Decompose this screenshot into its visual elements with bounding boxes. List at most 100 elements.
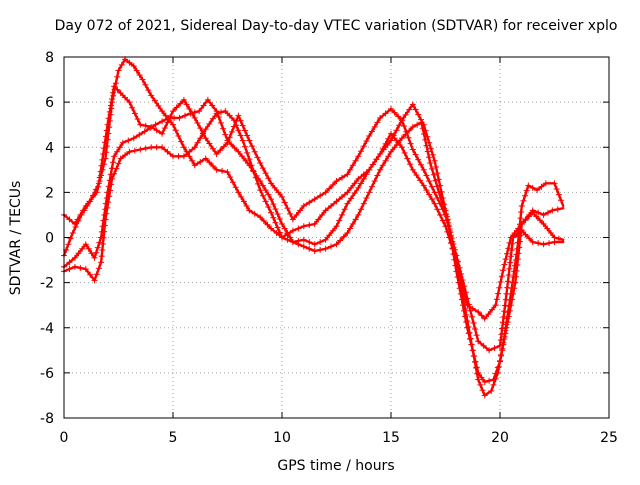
data-point <box>347 225 354 232</box>
data-point <box>447 232 454 239</box>
data-point <box>493 296 500 303</box>
data-point <box>502 302 509 309</box>
data-series-layer <box>61 56 565 399</box>
data-point <box>224 137 231 144</box>
data-point <box>94 244 101 251</box>
data-point <box>248 162 255 169</box>
data-point <box>551 180 558 187</box>
data-point <box>284 236 291 243</box>
data-point <box>315 216 322 223</box>
data-point <box>495 290 502 297</box>
data-point <box>91 254 98 261</box>
data-point <box>396 122 403 129</box>
data-point <box>101 139 108 146</box>
data-point <box>489 306 496 313</box>
data-point <box>268 180 275 187</box>
data-point <box>130 63 137 70</box>
data-point <box>152 121 159 128</box>
data-point <box>349 220 356 227</box>
data-point <box>250 168 257 175</box>
data-point <box>297 207 304 214</box>
data-point <box>276 215 283 222</box>
data-point <box>540 220 547 227</box>
data-point <box>93 271 100 278</box>
data-point <box>349 162 356 169</box>
data-point <box>272 219 279 226</box>
data-point <box>237 117 244 124</box>
data-point <box>373 156 380 163</box>
data-point <box>355 184 362 191</box>
data-point <box>544 209 551 216</box>
data-point <box>425 154 432 161</box>
data-point <box>71 254 78 261</box>
data-point <box>275 189 282 196</box>
data-point <box>498 273 505 280</box>
data-point <box>106 108 113 115</box>
data-point <box>465 301 472 308</box>
data-point <box>333 241 340 248</box>
data-point <box>420 121 427 128</box>
data-point <box>474 370 481 377</box>
data-point <box>206 140 213 147</box>
data-point <box>72 223 79 230</box>
data-point <box>197 125 204 132</box>
data-point <box>262 170 269 177</box>
data-point <box>344 229 351 236</box>
axes: 0 5 10 15 20 25 -8 -6 -4 -2 0 2 4 6 8 <box>40 50 618 446</box>
data-point <box>249 143 256 150</box>
data-point <box>254 154 261 161</box>
data-point <box>540 241 547 248</box>
data-point <box>226 134 233 141</box>
data-point <box>306 199 313 206</box>
data-point <box>390 132 397 139</box>
data-point <box>529 239 536 246</box>
data-point <box>246 137 253 144</box>
data-point <box>368 128 375 135</box>
data-point <box>434 206 441 213</box>
data-point <box>501 333 508 340</box>
data-point <box>432 163 439 170</box>
data-point <box>358 206 365 213</box>
data-point <box>105 199 112 206</box>
data-point <box>509 279 516 286</box>
data-point <box>279 220 285 227</box>
data-point <box>289 239 296 246</box>
data-point <box>117 155 124 162</box>
y-tick-label: -8 <box>40 411 54 427</box>
data-point <box>170 121 176 128</box>
data-point <box>97 168 104 175</box>
x-tick-label: 25 <box>600 430 618 446</box>
data-point <box>477 381 484 388</box>
data-point <box>75 250 82 257</box>
data-point <box>355 175 362 182</box>
data-point <box>235 189 242 196</box>
data-point <box>104 121 111 128</box>
data-point <box>131 110 138 117</box>
data-point <box>259 182 266 189</box>
chart-title: Day 072 of 2021, Sidereal Day-to-day VTE… <box>55 18 618 34</box>
data-point <box>510 234 517 241</box>
data-point <box>374 172 381 179</box>
data-point <box>274 211 281 218</box>
data-point <box>199 130 206 137</box>
data-point <box>427 160 434 167</box>
data-point <box>382 157 389 164</box>
data-point <box>235 112 242 119</box>
data-point <box>544 225 551 232</box>
data-point <box>480 342 487 349</box>
data-point <box>481 392 488 399</box>
data-point <box>244 149 251 156</box>
data-point <box>363 195 370 202</box>
data-point <box>262 198 269 205</box>
data-point <box>181 112 188 119</box>
data-point <box>96 239 103 246</box>
data-point <box>371 178 378 185</box>
data-point <box>175 132 182 139</box>
data-point <box>428 196 435 203</box>
data-point <box>360 143 367 150</box>
data-point <box>438 188 445 195</box>
data-point <box>415 156 422 163</box>
x-tick-label: 20 <box>491 430 509 446</box>
data-point <box>337 237 344 244</box>
data-point <box>187 110 194 117</box>
